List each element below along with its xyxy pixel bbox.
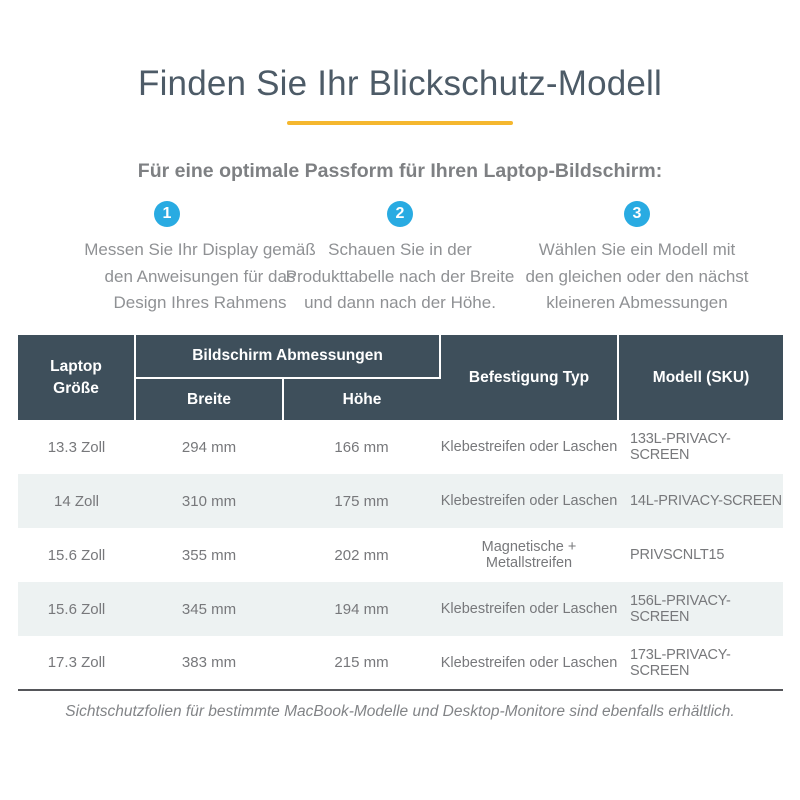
step-1-text: Messen Sie Ihr Display gemäß den Anweisu… — [84, 240, 316, 312]
step-3-number-badge: 3 — [624, 201, 650, 227]
cell-height: 194 mm — [283, 582, 441, 636]
cell-attachment-type: Magnetische + Metallstreifen — [440, 528, 619, 582]
step-1: 1 Messen Sie Ihr Display gemäß den Anwei… — [40, 201, 360, 317]
step-3-text: Wählen Sie ein Modell mit den gleichen o… — [525, 240, 749, 312]
step-1-number-badge: 1 — [154, 201, 180, 227]
cell-laptop-size: 15.6 Zoll — [18, 528, 135, 582]
cell-model-sku: 173L-PRIVACY-SCREEN — [618, 636, 784, 691]
page-title: Finden Sie Ihr Blickschutz-Modell — [137, 64, 663, 103]
cell-width: 310 mm — [135, 474, 283, 528]
cell-height: 166 mm — [283, 420, 441, 474]
cell-laptop-size: 13.3 Zoll — [18, 420, 135, 474]
table-row: 15.6 Zoll 355 mm 202 mm Magnetische + Me… — [18, 528, 784, 582]
cell-height: 202 mm — [283, 528, 441, 582]
cell-model-sku: PRIVSCNLT15 — [618, 528, 784, 582]
cell-width: 355 mm — [135, 528, 283, 582]
cell-height: 175 mm — [283, 474, 441, 528]
table-row: 15.6 Zoll 345 mm 194 mm Klebestreifen od… — [18, 582, 784, 636]
header-height: Höhe — [283, 378, 441, 420]
cell-width: 345 mm — [135, 582, 283, 636]
step-2: 2 Schauen Sie in der Produkttabelle nach… — [240, 201, 560, 317]
cell-model-sku: 14L-PRIVACY-SCREEN — [618, 474, 784, 528]
cell-attachment-type: Klebestreifen oder Laschen — [440, 474, 619, 528]
cell-attachment-type: Klebestreifen oder Laschen — [440, 420, 619, 474]
table-row: 14 Zoll 310 mm 175 mm Klebestreifen oder… — [18, 474, 784, 528]
cell-laptop-size: 14 Zoll — [18, 474, 135, 528]
cell-model-sku: 156L-PRIVACY-SCREEN — [618, 582, 784, 636]
table-row: 17.3 Zoll 383 mm 215 mm Klebestreifen od… — [18, 636, 784, 691]
header-laptop-size: Laptop Größe — [18, 335, 136, 420]
step-2-number-badge: 2 — [387, 201, 413, 227]
cell-width: 294 mm — [135, 420, 283, 474]
cell-height: 215 mm — [283, 636, 441, 691]
title-underline — [287, 121, 513, 125]
cell-laptop-size: 17.3 Zoll — [18, 636, 135, 691]
cell-model-sku: 133L-PRIVACY-SCREEN — [618, 420, 784, 474]
footer-note: Sichtschutzfolien für bestimmte MacBook-… — [65, 703, 735, 720]
product-table: Laptop Größe Bildschirm Abmessungen Befe… — [18, 335, 784, 691]
cell-width: 383 mm — [135, 636, 283, 691]
table-row: 13.3 Zoll 294 mm 166 mm Klebestreifen od… — [18, 420, 784, 474]
cell-attachment-type: Klebestreifen oder Laschen — [440, 582, 619, 636]
header-attachment-type: Befestigung Typ — [440, 335, 620, 420]
step-2-text: Schauen Sie in der Produkttabelle nach d… — [285, 240, 515, 312]
step-3: 3 Wählen Sie ein Modell mit den gleichen… — [477, 201, 797, 317]
page-subtitle: Für eine optimale Passform für Ihren Lap… — [137, 160, 663, 182]
header-width: Breite — [135, 378, 284, 420]
header-screen-dimensions: Bildschirm Abmessungen — [135, 335, 442, 379]
header-model-sku: Modell (SKU) — [618, 335, 784, 420]
cell-laptop-size: 15.6 Zoll — [18, 582, 135, 636]
cell-attachment-type: Klebestreifen oder Laschen — [440, 636, 619, 691]
